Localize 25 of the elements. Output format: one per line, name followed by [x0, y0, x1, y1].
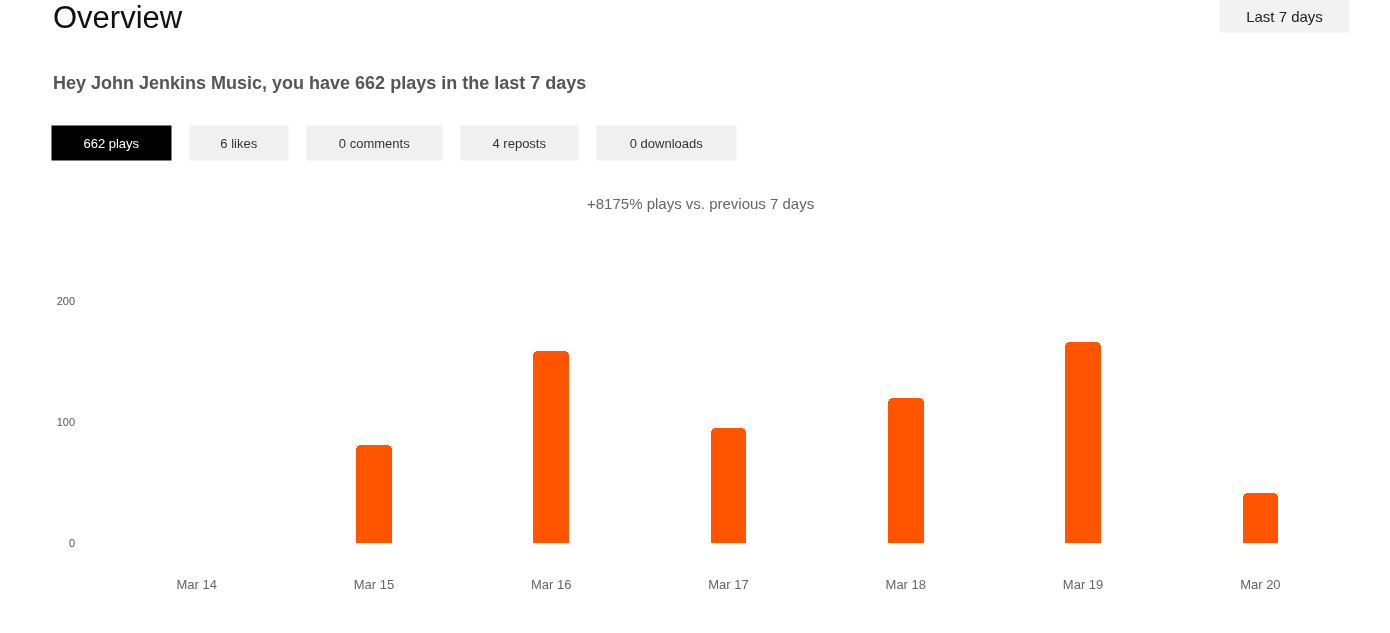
x-tick-label: Mar 16 — [530, 577, 572, 592]
text: 4 reposts — [492, 135, 547, 151]
x-tick-label: Mar 20 — [1240, 577, 1281, 592]
x-tick-label: Mar 18 — [885, 577, 927, 592]
x-tick-label: Mar 19 — [1062, 577, 1104, 592]
bar — [1243, 493, 1278, 543]
text: +8175% plays vs. previous 7 days — [587, 195, 815, 212]
y-tick-label: 100 — [56, 415, 75, 428]
bar — [711, 428, 746, 543]
text: 0 comments — [338, 135, 411, 151]
text: Last 7 days — [1246, 7, 1323, 25]
chart-subtitle: Hey John Jenkins Music, you have 662 plays in the last 7 days — [53, 73, 587, 93]
x-tick-label: Mar 15 — [353, 577, 395, 592]
text: 6 likes — [220, 135, 258, 151]
y-tick-label: 0 — [68, 536, 75, 549]
x-tick-label: Mar 17 — [708, 577, 749, 592]
bar — [888, 398, 924, 543]
text: 0 downloads — [629, 135, 704, 151]
x-tick-label: Mar 14 — [176, 577, 217, 592]
bar — [533, 351, 569, 543]
chart-title: Overview — [53, 0, 183, 35]
bar — [356, 445, 392, 543]
y-tick-label: 200 — [56, 294, 75, 307]
bar — [1065, 342, 1101, 543]
text: 662 plays — [83, 135, 140, 151]
